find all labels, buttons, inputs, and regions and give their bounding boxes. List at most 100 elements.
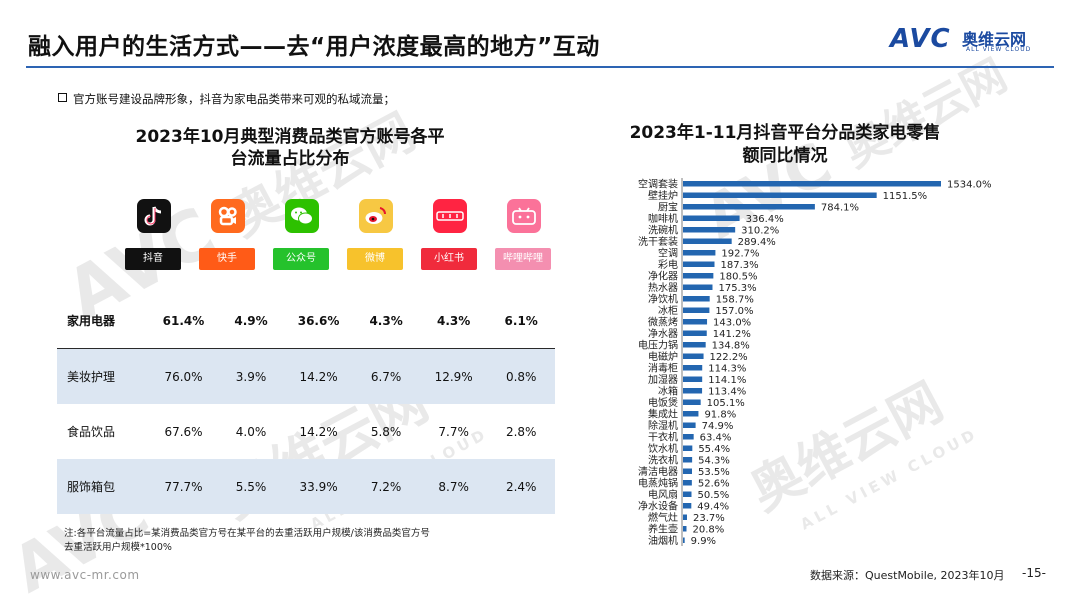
data-label: 52.6% — [698, 478, 730, 489]
data-label: 114.3% — [708, 363, 746, 374]
category-label: 空调 — [658, 246, 678, 259]
category-label: 净水设备 — [638, 499, 678, 512]
category-label: 油烟机 — [648, 534, 678, 547]
table-row: 美妆护理 76.0% 3.9% 14.2% 6.7% 12.9% 0.8% — [57, 348, 555, 404]
bar — [683, 227, 736, 233]
category-label: 净饮机 — [648, 292, 678, 305]
category-label: 洗干套装 — [638, 235, 678, 248]
category-label: 电压力锅 — [638, 338, 678, 351]
table-row: 服饰箱包 77.7% 5.5% 33.9% 7.2% 8.7% 2.4% — [57, 459, 555, 514]
category-label: 加湿器 — [648, 374, 678, 386]
table-cell: 4.3% — [352, 293, 420, 349]
bar — [683, 514, 687, 520]
platform-label: 快手 — [199, 248, 255, 270]
category-label: 燃气灶 — [648, 511, 678, 524]
kuaishou-icon — [211, 199, 245, 233]
category-label: 厨宝 — [658, 200, 678, 213]
platform-label: 抖音 — [125, 248, 181, 270]
category-label: 电蒸炖锅 — [638, 476, 678, 489]
yoy-bar-chart: 空调套装 1534.0% 壁挂炉 1151.5% 厨宝 784.1% 咖啡机 336.4% 洗碗… — [638, 177, 992, 547]
category-label: 电磁炉 — [648, 350, 678, 363]
bar — [683, 445, 693, 451]
table-cell: 2.4% — [487, 459, 555, 514]
bar — [683, 376, 703, 382]
xiaohongshu-icon — [433, 199, 467, 233]
wechat-icon — [285, 199, 319, 233]
bar — [683, 353, 704, 359]
bar — [683, 434, 694, 440]
bar — [683, 422, 696, 428]
table-cell: 7.7% — [438, 424, 469, 439]
logo-mark: AVC — [890, 24, 951, 54]
category-label: 彩电 — [658, 258, 678, 271]
table-cell: 4.0% — [235, 424, 267, 439]
logo-en: ALL VIEW CLOUD — [966, 46, 1032, 53]
data-label: 1534.0% — [947, 179, 992, 190]
category-label: 清洁电器 — [638, 465, 678, 478]
table-row: 食品饮品 67.6% 4.0% 14.2% 5.8% 7.7% 2.8% — [57, 404, 555, 459]
bullet-box-icon — [58, 93, 67, 102]
data-label: 158.7% — [716, 294, 754, 305]
row-category: 食品饮品 — [67, 425, 116, 439]
platform-label: 公众号 — [273, 248, 329, 270]
left-section-title: 2023年10月典型消费品类官方账号各平 台流量占比分布 — [100, 126, 480, 170]
bar — [683, 330, 707, 336]
bar — [683, 261, 715, 267]
bar — [683, 250, 716, 256]
table-cell: 4.9% — [217, 293, 285, 349]
table-cell: 6.1% — [487, 293, 555, 349]
table-cell: 12.9% — [419, 348, 488, 404]
category-label: 养生壶 — [648, 522, 678, 535]
bar — [683, 192, 877, 198]
data-source: 数据来源：QuestMobile, 2023年10月 — [810, 569, 1005, 582]
data-label: 157.0% — [715, 306, 753, 317]
category-label: 净化器 — [648, 269, 678, 282]
table-cell: 14.2% — [284, 348, 353, 404]
category-label: 净水器 — [648, 327, 678, 340]
category-label: 微蒸烤 — [648, 315, 678, 328]
category-label: 饮水机 — [648, 442, 678, 455]
category-label: 电饭煲 — [648, 396, 678, 409]
logo-cn: 奥维云网 — [962, 30, 1027, 49]
bar — [683, 296, 710, 302]
bullet-text: 官方账号建设品牌形象，抖音为家电品类带来可观的私域流量； — [73, 92, 395, 106]
category-label: 电风扇 — [648, 488, 678, 501]
bar — [683, 503, 692, 509]
weibo-icon — [359, 199, 393, 233]
chart-title: 2023年1-11月抖音平台分品类家电零售 额同比情况 — [590, 122, 980, 168]
category-label: 冰箱 — [658, 384, 678, 397]
data-label: 23.7% — [693, 513, 725, 524]
row-category: 美妆护理 — [57, 348, 150, 404]
data-label: 175.3% — [718, 283, 756, 294]
category-label: 集成灶 — [648, 407, 678, 420]
table-cell: 8.7% — [419, 459, 488, 514]
data-label: 114.1% — [708, 375, 746, 386]
left-title-line2: 台流量占比分布 — [230, 149, 350, 169]
table-cell: 67.6% — [164, 424, 203, 439]
page-title: 融入用户的生活方式——去“用户浓度最高的地方”互动 — [28, 34, 600, 60]
chart-title-line2: 额同比情况 — [742, 146, 828, 166]
data-label: 55.4% — [698, 444, 730, 455]
category-label: 空调套装 — [638, 177, 678, 190]
table-cell: 0.8% — [487, 348, 555, 404]
table-cell: 6.7% — [352, 348, 420, 404]
bar — [683, 526, 687, 532]
bullet-point: 官方账号建设品牌形象，抖音为家电品类带来可观的私域流量； — [58, 91, 395, 107]
footer-url: www.avc-mr.com — [30, 568, 140, 582]
platform-header: 抖音 快手 公众号 微博 小红书 — [125, 197, 555, 277]
bar — [683, 388, 703, 394]
table-cell: 14.2% — [299, 424, 338, 439]
bar — [683, 319, 708, 325]
table-row: 家用电器 61.4% 4.9% 36.6% 4.3% 4.3% 6.1% — [57, 293, 555, 349]
data-label: 50.5% — [697, 490, 729, 501]
platform-label: 微博 — [347, 248, 403, 270]
table-cell: 76.0% — [149, 348, 218, 404]
data-label: 63.4% — [700, 432, 732, 443]
data-label: 9.9% — [691, 536, 716, 547]
category-label: 壁挂炉 — [648, 189, 678, 202]
platform-share-table: 家用电器 61.4% 4.9% 36.6% 4.3% 4.3% 6.1% 美妆护… — [57, 293, 555, 514]
bar — [683, 457, 693, 463]
bar — [683, 215, 740, 221]
data-label: 53.5% — [698, 467, 730, 478]
data-label: 122.2% — [710, 352, 748, 363]
